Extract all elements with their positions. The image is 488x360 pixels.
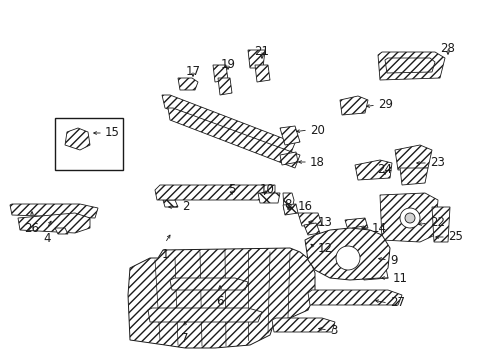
Text: 14: 14 xyxy=(371,221,386,234)
Polygon shape xyxy=(247,50,264,68)
Polygon shape xyxy=(280,126,299,145)
Bar xyxy=(55,118,123,170)
Text: 20: 20 xyxy=(309,123,324,136)
Polygon shape xyxy=(168,108,299,168)
Text: 10: 10 xyxy=(259,183,274,196)
Text: 5: 5 xyxy=(228,183,235,196)
Polygon shape xyxy=(280,152,297,165)
Text: 1: 1 xyxy=(161,248,168,261)
Text: 12: 12 xyxy=(317,242,332,255)
Polygon shape xyxy=(351,226,366,238)
Polygon shape xyxy=(357,252,381,263)
Polygon shape xyxy=(18,213,90,233)
Text: 28: 28 xyxy=(440,42,454,55)
Polygon shape xyxy=(10,204,98,218)
Text: 25: 25 xyxy=(447,230,462,243)
Polygon shape xyxy=(377,52,444,80)
Polygon shape xyxy=(283,193,293,210)
Polygon shape xyxy=(170,278,247,290)
Polygon shape xyxy=(384,58,434,73)
Polygon shape xyxy=(361,268,387,280)
Text: 17: 17 xyxy=(185,65,200,78)
Polygon shape xyxy=(297,213,321,226)
Polygon shape xyxy=(162,95,294,155)
Polygon shape xyxy=(254,65,269,82)
Text: 7: 7 xyxy=(181,332,188,345)
Polygon shape xyxy=(55,228,68,234)
Polygon shape xyxy=(304,223,319,235)
Text: 21: 21 xyxy=(254,45,269,58)
Text: 6: 6 xyxy=(216,295,224,308)
Text: 23: 23 xyxy=(429,157,444,170)
Text: 2: 2 xyxy=(182,201,189,213)
Text: 19: 19 xyxy=(220,58,235,71)
Polygon shape xyxy=(218,78,231,95)
Text: 24: 24 xyxy=(377,163,392,176)
Polygon shape xyxy=(163,200,178,207)
Text: 8: 8 xyxy=(284,198,291,211)
Polygon shape xyxy=(258,193,280,203)
Text: 15: 15 xyxy=(105,126,120,139)
Text: 29: 29 xyxy=(377,99,392,112)
Text: 13: 13 xyxy=(317,216,332,229)
Text: 11: 11 xyxy=(392,271,407,284)
Text: 4: 4 xyxy=(43,232,51,245)
Polygon shape xyxy=(283,204,297,215)
Polygon shape xyxy=(431,207,449,242)
Polygon shape xyxy=(339,96,367,115)
Text: 16: 16 xyxy=(297,201,312,213)
Polygon shape xyxy=(128,248,314,348)
Polygon shape xyxy=(305,228,389,280)
Polygon shape xyxy=(399,168,427,185)
Polygon shape xyxy=(345,218,367,230)
Text: 18: 18 xyxy=(309,156,324,168)
Polygon shape xyxy=(394,145,431,170)
Polygon shape xyxy=(379,193,437,242)
Polygon shape xyxy=(307,290,401,305)
Polygon shape xyxy=(178,78,198,90)
Polygon shape xyxy=(148,308,262,322)
Text: 26: 26 xyxy=(24,222,40,235)
Circle shape xyxy=(399,208,419,228)
Text: 22: 22 xyxy=(429,216,444,230)
Polygon shape xyxy=(65,128,90,150)
Polygon shape xyxy=(271,318,334,332)
Text: 3: 3 xyxy=(329,324,337,337)
Polygon shape xyxy=(354,160,391,180)
Polygon shape xyxy=(213,65,227,82)
Text: 9: 9 xyxy=(389,253,397,266)
Circle shape xyxy=(404,213,414,223)
Circle shape xyxy=(335,246,359,270)
Text: 27: 27 xyxy=(389,297,404,310)
Polygon shape xyxy=(155,185,274,200)
